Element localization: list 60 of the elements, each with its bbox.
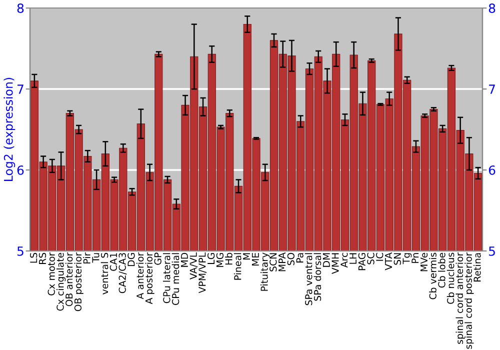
- x-tick-label: Pineal: [234, 253, 242, 280]
- x-tick-label: RS: [38, 252, 46, 264]
- x-tick-label: CA2/CA3: [118, 253, 127, 294]
- x-tick-label: VTA: [385, 252, 392, 270]
- x-tick-label: SO: [287, 252, 294, 266]
- x-tick-label: VPM/VPL: [198, 252, 206, 294]
- y-tick-label: 6: [17, 165, 24, 175]
- y2-tick-label: 5: [489, 246, 495, 256]
- x-tick-label: CA1: [110, 253, 118, 271]
- x-tick-label: Hb: [225, 252, 232, 265]
- x-tick-label: A posterior: [145, 252, 154, 304]
- x-tick-label: PAG: [358, 253, 366, 270]
- x-tick-label: OB anterior: [65, 252, 73, 306]
- y2-tick-label: 6: [488, 165, 496, 175]
- x-tick-label: SPa ventral: [304, 253, 312, 306]
- x-tick-label: Pir: [83, 252, 90, 264]
- x-tick-label: MPA: [278, 252, 286, 272]
- x-tick-label: Arc: [340, 252, 348, 268]
- x-tick-label: VA/VL: [190, 252, 198, 280]
- x-tick-label: MD: [180, 252, 188, 267]
- x-tick-label: DG: [128, 253, 135, 266]
- x-tick-label: Pituitary: [260, 252, 270, 291]
- x-tick-label: Tg: [402, 253, 412, 264]
- x-tick-label: M: [243, 253, 250, 260]
- x-tick-label: DM: [322, 253, 330, 267]
- y-axis-title: Log2 (expression): [4, 78, 16, 181]
- x-tick-label: Pn: [412, 253, 419, 263]
- x-tick-label: LH: [350, 253, 356, 264]
- x-tick-label: Cb nucleus: [446, 252, 454, 304]
- x-tick-label: Retina: [473, 253, 481, 282]
- x-tick-label: CPu medial: [172, 253, 180, 305]
- x-tick-label: ventral S: [100, 252, 108, 294]
- x-tick-label: LS: [30, 252, 38, 263]
- x-tick-label: OB posterior: [74, 252, 84, 312]
- x-tick-label: SC: [367, 252, 374, 264]
- x-tick-label: VMH: [332, 253, 339, 274]
- x-tick-label: Cx cingulate: [56, 252, 66, 311]
- x-tick-label: Cx motor: [48, 252, 55, 296]
- x-tick-label: SPa dorsal: [314, 253, 322, 301]
- y-tick-label: 5: [17, 246, 24, 256]
- x-tick-label: A anterior: [136, 252, 144, 300]
- x-tick-label: Cb vermis: [429, 252, 436, 300]
- y2-tick-label: 8: [488, 4, 496, 13]
- x-tick-label: CPu lateral: [162, 253, 170, 304]
- x-tick-label: SN: [394, 253, 401, 265]
- y-tick-label: 7: [18, 84, 24, 94]
- x-tick-label: Pa: [296, 253, 304, 262]
- x-tick-label: LG: [207, 253, 215, 264]
- x-tick-label: spinal cord posterior: [464, 252, 474, 349]
- x-tick-label: Cb lobe: [438, 252, 446, 288]
- x-tick-label: ME: [252, 252, 259, 266]
- y2-tick-label: 7: [489, 84, 495, 94]
- x-tick-label: IC: [376, 252, 384, 261]
- y-tick-label: 8: [17, 4, 24, 13]
- x-tick-label: spinal cord anterior: [456, 252, 465, 344]
- x-tick-label: SCN: [270, 253, 277, 272]
- x-tick-label: MG: [216, 253, 224, 267]
- x-tick-label: GP: [154, 252, 162, 265]
- x-tick-label: MVe: [420, 252, 428, 272]
- x-tick-label: Tu: [92, 253, 100, 263]
